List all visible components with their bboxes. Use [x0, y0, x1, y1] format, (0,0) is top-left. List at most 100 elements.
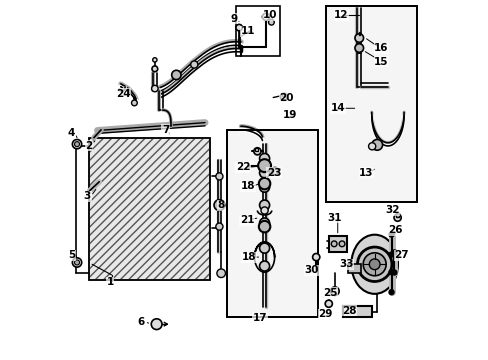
Circle shape	[388, 290, 393, 295]
Text: 23: 23	[266, 168, 281, 178]
Bar	[282, 94, 285, 96]
Text: 22: 22	[235, 162, 250, 172]
Circle shape	[330, 241, 336, 247]
Circle shape	[391, 250, 396, 255]
Text: 27: 27	[393, 250, 408, 260]
Bar	[395, 213, 399, 217]
Bar	[226, 130, 317, 317]
Circle shape	[253, 148, 261, 155]
Circle shape	[74, 260, 80, 265]
Bar	[358, 32, 359, 35]
Circle shape	[74, 141, 80, 147]
Text: 30: 30	[304, 265, 318, 275]
Text: 4: 4	[68, 129, 75, 138]
Circle shape	[259, 168, 269, 178]
Circle shape	[357, 247, 391, 282]
Bar	[343, 306, 371, 317]
Text: 15: 15	[373, 57, 388, 67]
Circle shape	[259, 182, 269, 192]
Text: 18: 18	[241, 252, 256, 262]
Circle shape	[235, 24, 242, 31]
Circle shape	[258, 159, 270, 172]
Circle shape	[325, 300, 332, 307]
Circle shape	[368, 259, 379, 270]
Text: 3: 3	[83, 191, 91, 201]
Text: 17: 17	[252, 313, 266, 323]
Circle shape	[259, 261, 269, 271]
Text: 9: 9	[230, 14, 237, 24]
Circle shape	[152, 58, 157, 62]
Text: 10: 10	[262, 10, 276, 20]
Circle shape	[271, 167, 278, 175]
Circle shape	[259, 200, 269, 210]
Circle shape	[388, 232, 393, 237]
Circle shape	[214, 200, 224, 211]
Circle shape	[388, 270, 393, 275]
Text: 5: 5	[68, 250, 75, 260]
Circle shape	[171, 70, 181, 80]
Circle shape	[354, 34, 363, 42]
Circle shape	[330, 287, 339, 296]
Bar	[325, 6, 416, 202]
Text: 26: 26	[387, 225, 402, 235]
Text: 6: 6	[137, 317, 144, 327]
Circle shape	[393, 214, 400, 221]
Bar	[88, 138, 210, 280]
Text: 12: 12	[333, 10, 348, 20]
Bar	[88, 138, 210, 280]
Circle shape	[258, 221, 270, 232]
Circle shape	[280, 93, 287, 100]
Text: 1: 1	[106, 277, 113, 287]
Circle shape	[215, 173, 223, 180]
Text: 33: 33	[339, 259, 353, 269]
Circle shape	[259, 153, 269, 163]
Text: 32: 32	[384, 206, 399, 216]
Circle shape	[259, 243, 269, 253]
Text: 8: 8	[217, 200, 224, 210]
Text: 19: 19	[283, 111, 297, 121]
Circle shape	[312, 253, 319, 261]
Text: 28: 28	[342, 306, 356, 316]
Circle shape	[261, 207, 267, 214]
Circle shape	[217, 269, 225, 278]
Ellipse shape	[351, 235, 397, 294]
Text: 13: 13	[359, 168, 373, 178]
Text: 31: 31	[327, 213, 342, 222]
Circle shape	[354, 44, 363, 52]
Text: 7: 7	[162, 125, 169, 135]
Circle shape	[190, 61, 198, 68]
Text: 24: 24	[116, 89, 131, 99]
Circle shape	[388, 252, 393, 257]
Bar	[226, 130, 317, 317]
Circle shape	[363, 253, 386, 276]
Circle shape	[152, 66, 158, 72]
Text: 25: 25	[323, 288, 337, 298]
Text: 11: 11	[241, 26, 255, 36]
Bar	[235, 6, 280, 56]
Bar	[325, 6, 416, 202]
Text: 16: 16	[373, 43, 388, 53]
Text: 20: 20	[279, 93, 293, 103]
Bar	[328, 235, 346, 252]
Circle shape	[268, 19, 274, 25]
Circle shape	[151, 319, 162, 329]
Circle shape	[371, 139, 382, 150]
Circle shape	[391, 270, 396, 275]
Circle shape	[258, 178, 270, 189]
Bar	[348, 264, 360, 273]
Bar	[325, 6, 416, 202]
Bar	[255, 148, 258, 150]
Text: 2: 2	[85, 141, 93, 151]
Circle shape	[151, 85, 158, 92]
Circle shape	[262, 13, 269, 21]
Text: 21: 21	[239, 215, 254, 225]
Circle shape	[339, 241, 344, 247]
Text: 14: 14	[330, 103, 345, 113]
Bar	[226, 130, 317, 317]
Circle shape	[131, 100, 137, 106]
Circle shape	[72, 258, 81, 267]
Text: 29: 29	[318, 310, 332, 319]
Circle shape	[368, 143, 375, 150]
Circle shape	[259, 218, 269, 228]
Text: 18: 18	[241, 181, 255, 191]
